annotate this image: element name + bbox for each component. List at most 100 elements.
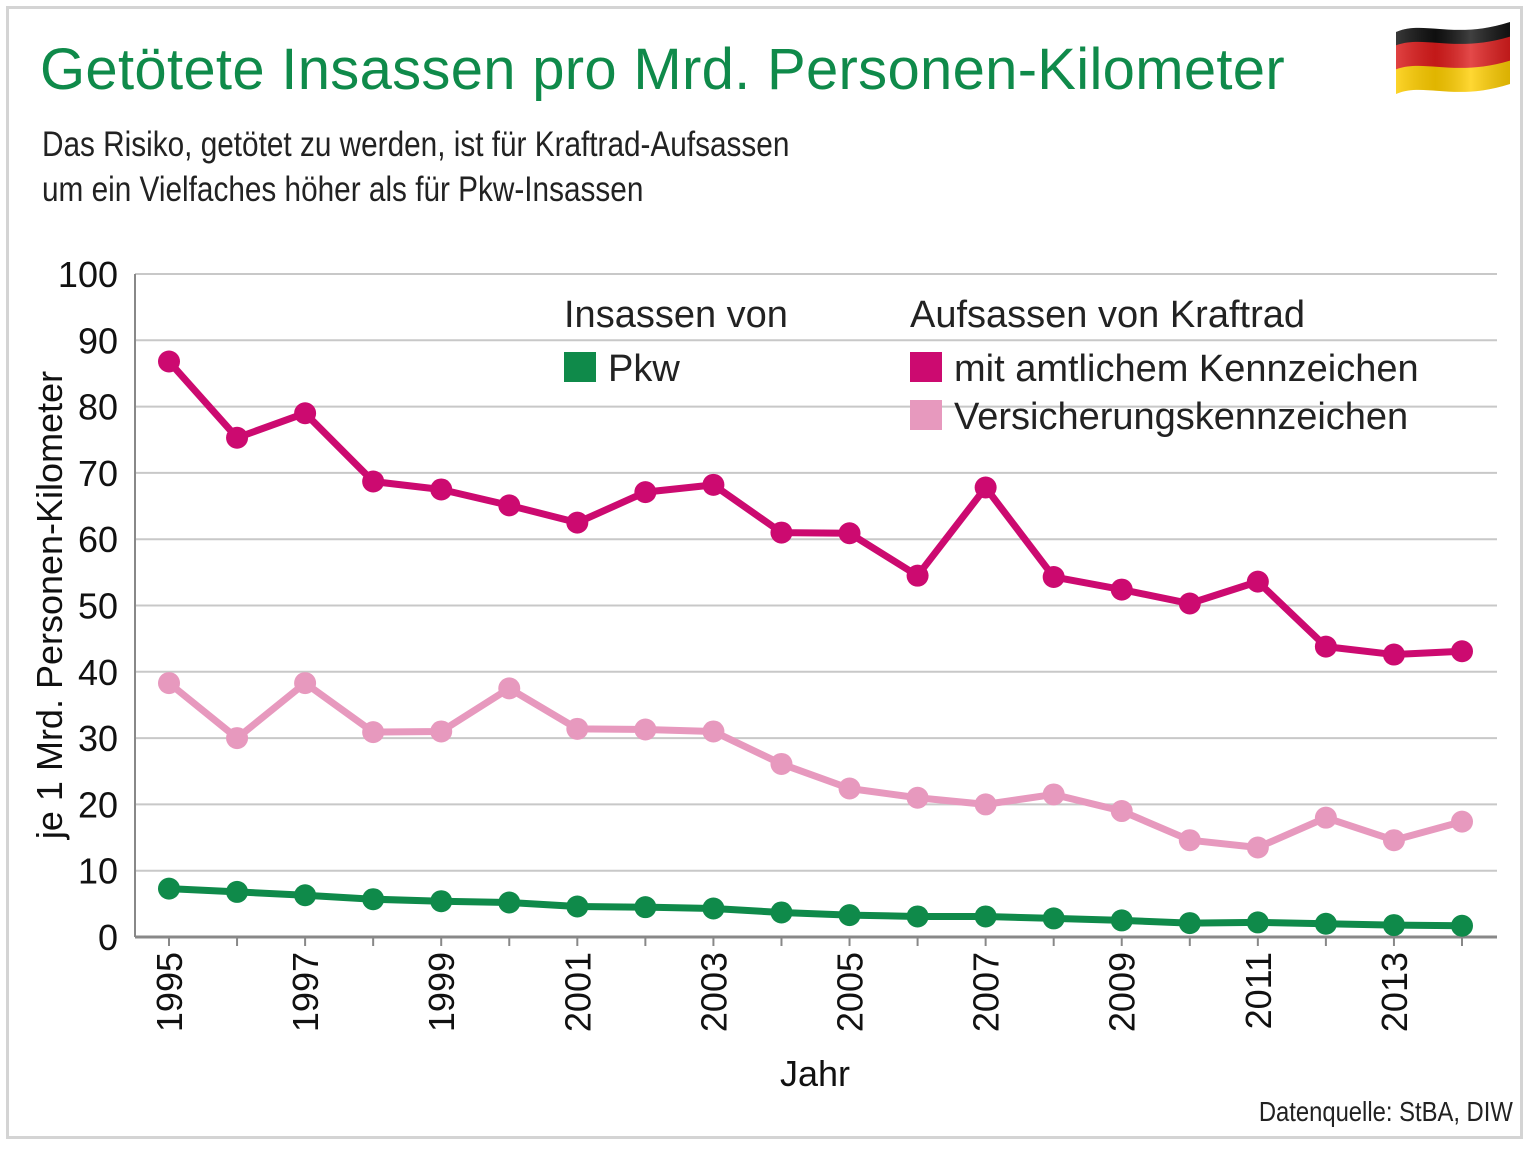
y-tick-label: 90 [78, 320, 118, 361]
data-point-versicherung [566, 717, 589, 740]
x-tick-label: 2005 [830, 952, 871, 1032]
data-point-pkw [1246, 911, 1269, 934]
series-line-pkw [165, 885, 1466, 930]
x-tick-label: 2007 [966, 952, 1007, 1032]
legend-label-pkw: Pkw [608, 348, 680, 390]
x-tick-label: 2003 [693, 952, 734, 1032]
data-point-kennzeichen [158, 350, 180, 373]
germany-flag-icon [1396, 22, 1510, 94]
data-point-pkw [906, 905, 929, 928]
x-tick-label: 1999 [421, 952, 462, 1032]
chart-frame [6, 6, 1523, 1139]
data-point-versicherung [226, 727, 249, 750]
legend-swatch-pkw [564, 352, 596, 382]
data-point-kennzeichen [226, 426, 249, 449]
data-point-versicherung [702, 720, 725, 743]
series-line-versicherung [165, 679, 1466, 851]
legend-label-kennzeichen: mit amtlichem Kennzeichen [954, 348, 1419, 390]
data-point-versicherung [362, 721, 385, 744]
y-tick-label: 80 [78, 387, 118, 428]
data-point-pkw [634, 896, 657, 919]
x-tick-label: 1997 [285, 952, 326, 1032]
y-tick-label: 30 [78, 718, 118, 759]
x-tick-label: 2001 [557, 952, 598, 1032]
data-point-kennzeichen [770, 521, 793, 544]
data-point-versicherung [634, 718, 657, 741]
data-point-pkw [294, 884, 317, 907]
y-tick-label: 40 [78, 652, 118, 693]
data-point-versicherung [906, 786, 929, 809]
data-point-versicherung [294, 672, 317, 695]
series-layer [158, 350, 1473, 937]
data-point-kennzeichen [430, 478, 453, 501]
axis-layer: 0 10 20 30 40 50 60 70 80 90 100 1995 1997 1999 2001 20… [58, 254, 1497, 1032]
x-tick-label: 1995 [149, 952, 190, 1032]
data-point-kennzeichen [906, 564, 929, 587]
data-point-kennzeichen [1110, 578, 1133, 601]
data-point-kennzeichen [634, 481, 657, 504]
data-point-versicherung [838, 777, 861, 800]
data-point-versicherung [974, 793, 997, 816]
data-point-versicherung [1110, 800, 1133, 823]
data-point-kennzeichen [702, 473, 725, 496]
data-point-pkw [1110, 909, 1133, 932]
x-tick-label: 2009 [1102, 952, 1143, 1032]
data-point-kennzeichen [1178, 592, 1201, 615]
x-tick-label: 2013 [1374, 952, 1415, 1032]
data-point-pkw [158, 877, 180, 900]
y-tick-label: 60 [78, 519, 118, 560]
data-point-pkw [974, 905, 997, 928]
legend-group-kraftrad-title: Aufsassen von Kraftrad [910, 294, 1305, 336]
data-point-kennzeichen [1042, 565, 1065, 588]
x-tick-label: 2011 [1238, 952, 1279, 1029]
data-point-kennzeichen [1451, 640, 1473, 663]
data-point-kennzeichen [974, 476, 997, 499]
subtitle-line-1: Das Risiko, getötet zu werden, ist für K… [42, 125, 790, 164]
data-point-versicherung [1042, 783, 1065, 806]
data-point-pkw [1382, 914, 1405, 937]
data-point-pkw [498, 891, 521, 914]
data-point-pkw [1314, 912, 1337, 935]
data-point-versicherung [1451, 810, 1473, 833]
x-axis-label: Jahr [780, 1053, 850, 1094]
data-point-kennzeichen [294, 402, 317, 425]
legend: Insassen von Aufsassen von Kraftrad mit … [564, 294, 1419, 438]
data-point-kennzeichen [1246, 570, 1269, 593]
y-tick-label: 100 [58, 254, 118, 295]
data-point-pkw [226, 880, 249, 903]
series-line-kennzeichen [165, 358, 1466, 659]
data-point-kennzeichen [566, 511, 589, 534]
data-point-pkw [702, 897, 725, 920]
data-point-kennzeichen [498, 494, 521, 517]
data-point-versicherung [498, 677, 521, 700]
data-point-kennzeichen [1382, 643, 1405, 666]
legend-swatch-kennzeichen [910, 352, 942, 382]
data-point-pkw [1178, 912, 1201, 935]
data-point-versicherung [1178, 829, 1201, 852]
data-point-pkw [1451, 914, 1473, 937]
legend-group-insassen-title: Insassen von [564, 294, 788, 336]
chart-subtitle: Das Risiko, getötet zu werden, ist für K… [42, 122, 789, 212]
data-point-versicherung [1314, 806, 1337, 829]
subtitle-line-2: um ein Vielfaches höher als für Pkw-Insa… [42, 170, 644, 209]
data-point-kennzeichen [1314, 635, 1337, 658]
y-tick-label: 10 [78, 851, 118, 892]
data-point-versicherung [430, 720, 453, 743]
y-tick-label: 20 [78, 784, 118, 825]
data-point-pkw [770, 901, 793, 924]
data-point-versicherung [1382, 829, 1405, 852]
legend-swatch-versicherung [910, 400, 942, 430]
data-point-pkw [838, 904, 861, 927]
legend-label-versicherung: Versicherungskennzeichen [954, 396, 1408, 438]
y-tick-label: 50 [78, 586, 118, 627]
chart-title: Getötete Insassen pro Mrd. Personen-Kilo… [40, 37, 1285, 102]
data-point-pkw [362, 888, 385, 911]
data-point-kennzeichen [838, 522, 861, 545]
data-point-versicherung [770, 752, 793, 775]
data-point-pkw [1042, 907, 1065, 930]
y-tick-label: 70 [78, 453, 118, 494]
y-axis-label: je 1 Mrd. Personen-Kilometer [29, 371, 70, 840]
data-source: Datenquelle: StBA, DIW [1259, 1096, 1513, 1127]
data-point-kennzeichen [362, 470, 385, 493]
y-tick-label: 0 [98, 917, 118, 958]
